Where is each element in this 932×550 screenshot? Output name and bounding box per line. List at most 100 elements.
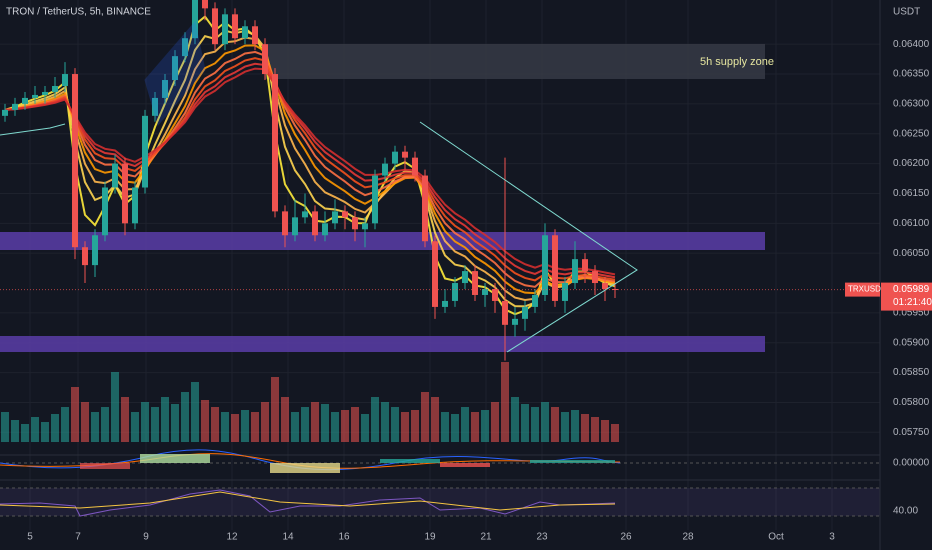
axes: 0.06400 0.06350 0.06300 0.06250 0.06200 0.061…: [0, 39, 932, 543]
volume-bar: [311, 402, 319, 442]
volume-bar: [571, 410, 579, 442]
candle-body: [62, 74, 68, 86]
candle-body: [492, 289, 498, 301]
candle-body: [582, 259, 588, 272]
candle-body: [192, 0, 198, 39]
volume-bar: [391, 407, 399, 442]
volume-bar: [1, 412, 9, 442]
histogram-segment: [80, 463, 130, 469]
volume-bar: [91, 412, 99, 442]
candle-body: [32, 94, 38, 98]
symbol-label: TRXUSDT: [848, 285, 886, 294]
candle-body: [202, 0, 208, 9]
volume-bar: [41, 422, 49, 442]
x-tick-label: 16: [338, 532, 350, 543]
volume-bar: [11, 420, 19, 442]
volume-bar: [341, 410, 349, 442]
volume-bar: [141, 402, 149, 442]
ema-line: [4, 44, 616, 295]
candle-body: [452, 283, 458, 301]
volume-bar: [121, 397, 129, 442]
candle-body: [512, 318, 518, 325]
candle-body: [242, 26, 248, 39]
x-tick-label: 3: [829, 532, 835, 543]
candle-body: [82, 247, 88, 266]
x-tick-label: 12: [226, 532, 238, 543]
candle-body: [522, 306, 528, 319]
volume-bar: [581, 414, 589, 442]
histogram-segment: [270, 463, 340, 473]
candle-body: [442, 300, 448, 307]
candle-body: [172, 56, 178, 81]
candle-body: [322, 223, 328, 236]
rsi-tick-label: 40.00: [893, 506, 918, 517]
candle-body: [252, 26, 258, 45]
candle-body: [302, 211, 308, 218]
candle-body: [572, 259, 578, 284]
candle-body: [262, 44, 268, 75]
y-tick-label: 0.05900: [893, 337, 930, 348]
volume-bar: [421, 392, 429, 442]
candle-body: [352, 217, 358, 230]
candle-body: [462, 271, 468, 284]
macd-tick-label: 0.00000: [893, 458, 930, 469]
y-tick-label: 0.06050: [893, 248, 930, 259]
candle-body: [72, 74, 78, 248]
ema-line: [4, 57, 616, 282]
candle-body: [142, 115, 148, 188]
rsi-ma: [0, 491, 616, 511]
candle-body: [312, 211, 318, 236]
candle-body: [342, 211, 348, 218]
volume-bar: [301, 407, 309, 442]
ema-line: [4, 67, 616, 276]
candles: [2, 0, 618, 361]
countdown-label: 01:21:40: [893, 297, 932, 308]
candle-body: [212, 8, 218, 45]
candle-body: [432, 241, 438, 307]
y-tick-label: 0.06200: [893, 158, 930, 169]
candle-body: [102, 187, 108, 236]
resistance-zone: [0, 232, 765, 250]
chart-title: TRON / TetherUS, 5h, BINANCE: [6, 7, 151, 18]
candle-body: [152, 97, 158, 116]
y-tick-label: 0.06250: [893, 128, 930, 139]
volume-bar: [611, 424, 619, 442]
x-tick-label: 23: [536, 532, 548, 543]
candle-body: [482, 289, 488, 295]
channel-pattern: [144, 20, 206, 127]
rsi-band: [0, 488, 880, 516]
support-zone: [0, 336, 765, 352]
x-tick-label: 26: [620, 532, 632, 543]
volume-bar: [601, 420, 609, 442]
candle-body: [422, 175, 428, 242]
volume-bar: [241, 410, 249, 442]
last-price-label: 0.05989: [893, 284, 930, 295]
candle-body: [272, 74, 278, 212]
volume-bar: [521, 404, 529, 442]
volume-bar: [551, 407, 559, 442]
candle-body: [122, 163, 128, 224]
candle-body: [562, 283, 568, 301]
volume-bar: [221, 412, 229, 442]
candle-body: [472, 271, 478, 295]
volume-bar: [181, 392, 189, 442]
candle-body: [592, 271, 598, 284]
candle-body: [2, 109, 8, 116]
candle-body: [162, 80, 168, 98]
volume-bar: [151, 407, 159, 442]
histogram-segment: [380, 459, 440, 463]
candle-body: [232, 14, 238, 39]
x-tick-label: 28: [682, 532, 694, 543]
y-tick-label: 0.05950: [893, 308, 930, 319]
candle-body: [402, 151, 408, 158]
volume-bar: [471, 412, 479, 442]
trend-line: [0, 123, 66, 136]
candle-body: [602, 283, 608, 290]
volume-bar: [541, 402, 549, 442]
volume-bar: [511, 397, 519, 442]
x-tick-label: 14: [282, 532, 294, 543]
volume-bar: [171, 404, 179, 442]
supply-zone-label: 5h supply zone: [700, 56, 774, 68]
candle-body: [502, 300, 508, 325]
candle-body: [412, 157, 418, 176]
